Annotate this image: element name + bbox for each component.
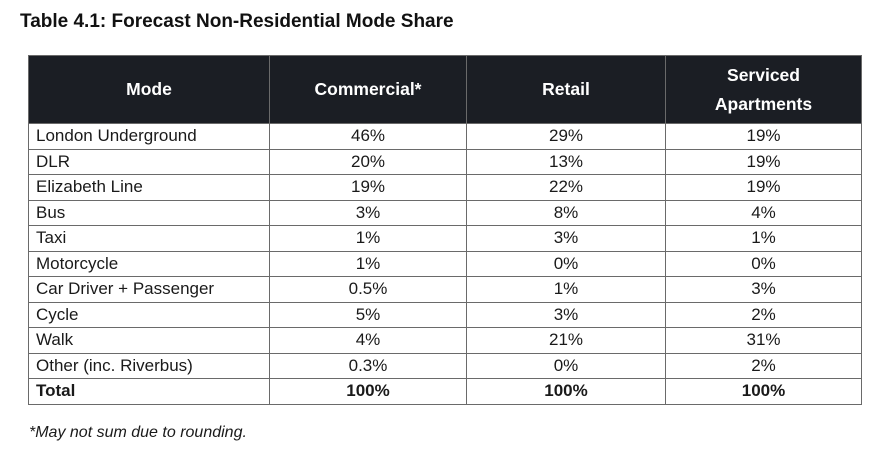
table-row: Taxi 1% 3% 1% [28,225,862,252]
serviced-cell: 3% [665,276,862,303]
mode-cell: Motorcycle [28,250,270,277]
serviced-cell: 2% [665,352,862,379]
retail-cell: 8% [466,199,666,226]
report-page: Table 4.1: Forecast Non-Residential Mode… [20,11,862,441]
mode-cell: Elizabeth Line [28,174,270,201]
header-serviced-apartments: Serviced Apartments [665,55,862,124]
retail-cell: 13% [466,148,666,175]
commercial-cell: 20% [269,148,467,175]
table-caption: Table 4.1: Forecast Non-Residential Mode… [20,11,454,32]
commercial-cell: 4% [269,327,467,354]
total-serviced-cell: 100% [665,378,862,405]
serviced-cell: 19% [665,123,862,150]
commercial-cell: 5% [269,301,467,328]
header-row: Mode Commercial* Retail Serviced Apartme… [28,55,862,124]
commercial-cell: 0.3% [269,352,467,379]
serviced-cell: 19% [665,174,862,201]
serviced-cell: 4% [665,199,862,226]
total-retail-cell: 100% [466,378,666,405]
commercial-cell: 19% [269,174,467,201]
mode-cell: DLR [28,148,270,175]
commercial-cell: 1% [269,250,467,277]
commercial-cell: 3% [269,199,467,226]
header-mode: Mode [28,55,270,124]
header-retail: Retail [466,55,666,124]
retail-cell: 1% [466,276,666,303]
commercial-cell: 46% [269,123,467,150]
serviced-cell: 31% [665,327,862,354]
mode-cell: Cycle [28,301,270,328]
table-row: Car Driver + Passenger 0.5% 1% 3% [28,276,862,303]
serviced-cell: 1% [665,225,862,252]
mode-cell: Car Driver + Passenger [28,276,270,303]
serviced-cell: 0% [665,250,862,277]
retail-cell: 3% [466,225,666,252]
serviced-cell: 19% [665,148,862,175]
mode-cell: Walk [28,327,270,354]
retail-cell: 29% [466,123,666,150]
retail-cell: 3% [466,301,666,328]
table-footnote: *May not sum due to rounding. [29,423,247,441]
serviced-cell: 2% [665,301,862,328]
mode-cell: London Underground [28,123,270,150]
table-row: Motorcycle 1% 0% 0% [28,250,862,277]
commercial-cell: 1% [269,225,467,252]
total-commercial-cell: 100% [269,378,467,405]
mode-share-table: Mode Commercial* Retail Serviced Apartme… [28,55,862,405]
table-row: Other (inc. Riverbus) 0.3% 0% 2% [28,352,862,379]
commercial-cell: 0.5% [269,276,467,303]
table-row: Cycle 5% 3% 2% [28,301,862,328]
total-label-cell: Total [28,378,270,405]
retail-cell: 21% [466,327,666,354]
mode-cell: Other (inc. Riverbus) [28,352,270,379]
table-row: Walk 4% 21% 31% [28,327,862,354]
retail-cell: 22% [466,174,666,201]
table-row: DLR 20% 13% 19% [28,148,862,175]
mode-cell: Taxi [28,225,270,252]
table-row: Bus 3% 8% 4% [28,199,862,226]
table-row: Elizabeth Line 19% 22% 19% [28,174,862,201]
table-row: London Underground 46% 29% 19% [28,123,862,150]
mode-cell: Bus [28,199,270,226]
header-commercial: Commercial* [269,55,467,124]
total-row: Total 100% 100% 100% [28,378,862,405]
retail-cell: 0% [466,250,666,277]
retail-cell: 0% [466,352,666,379]
